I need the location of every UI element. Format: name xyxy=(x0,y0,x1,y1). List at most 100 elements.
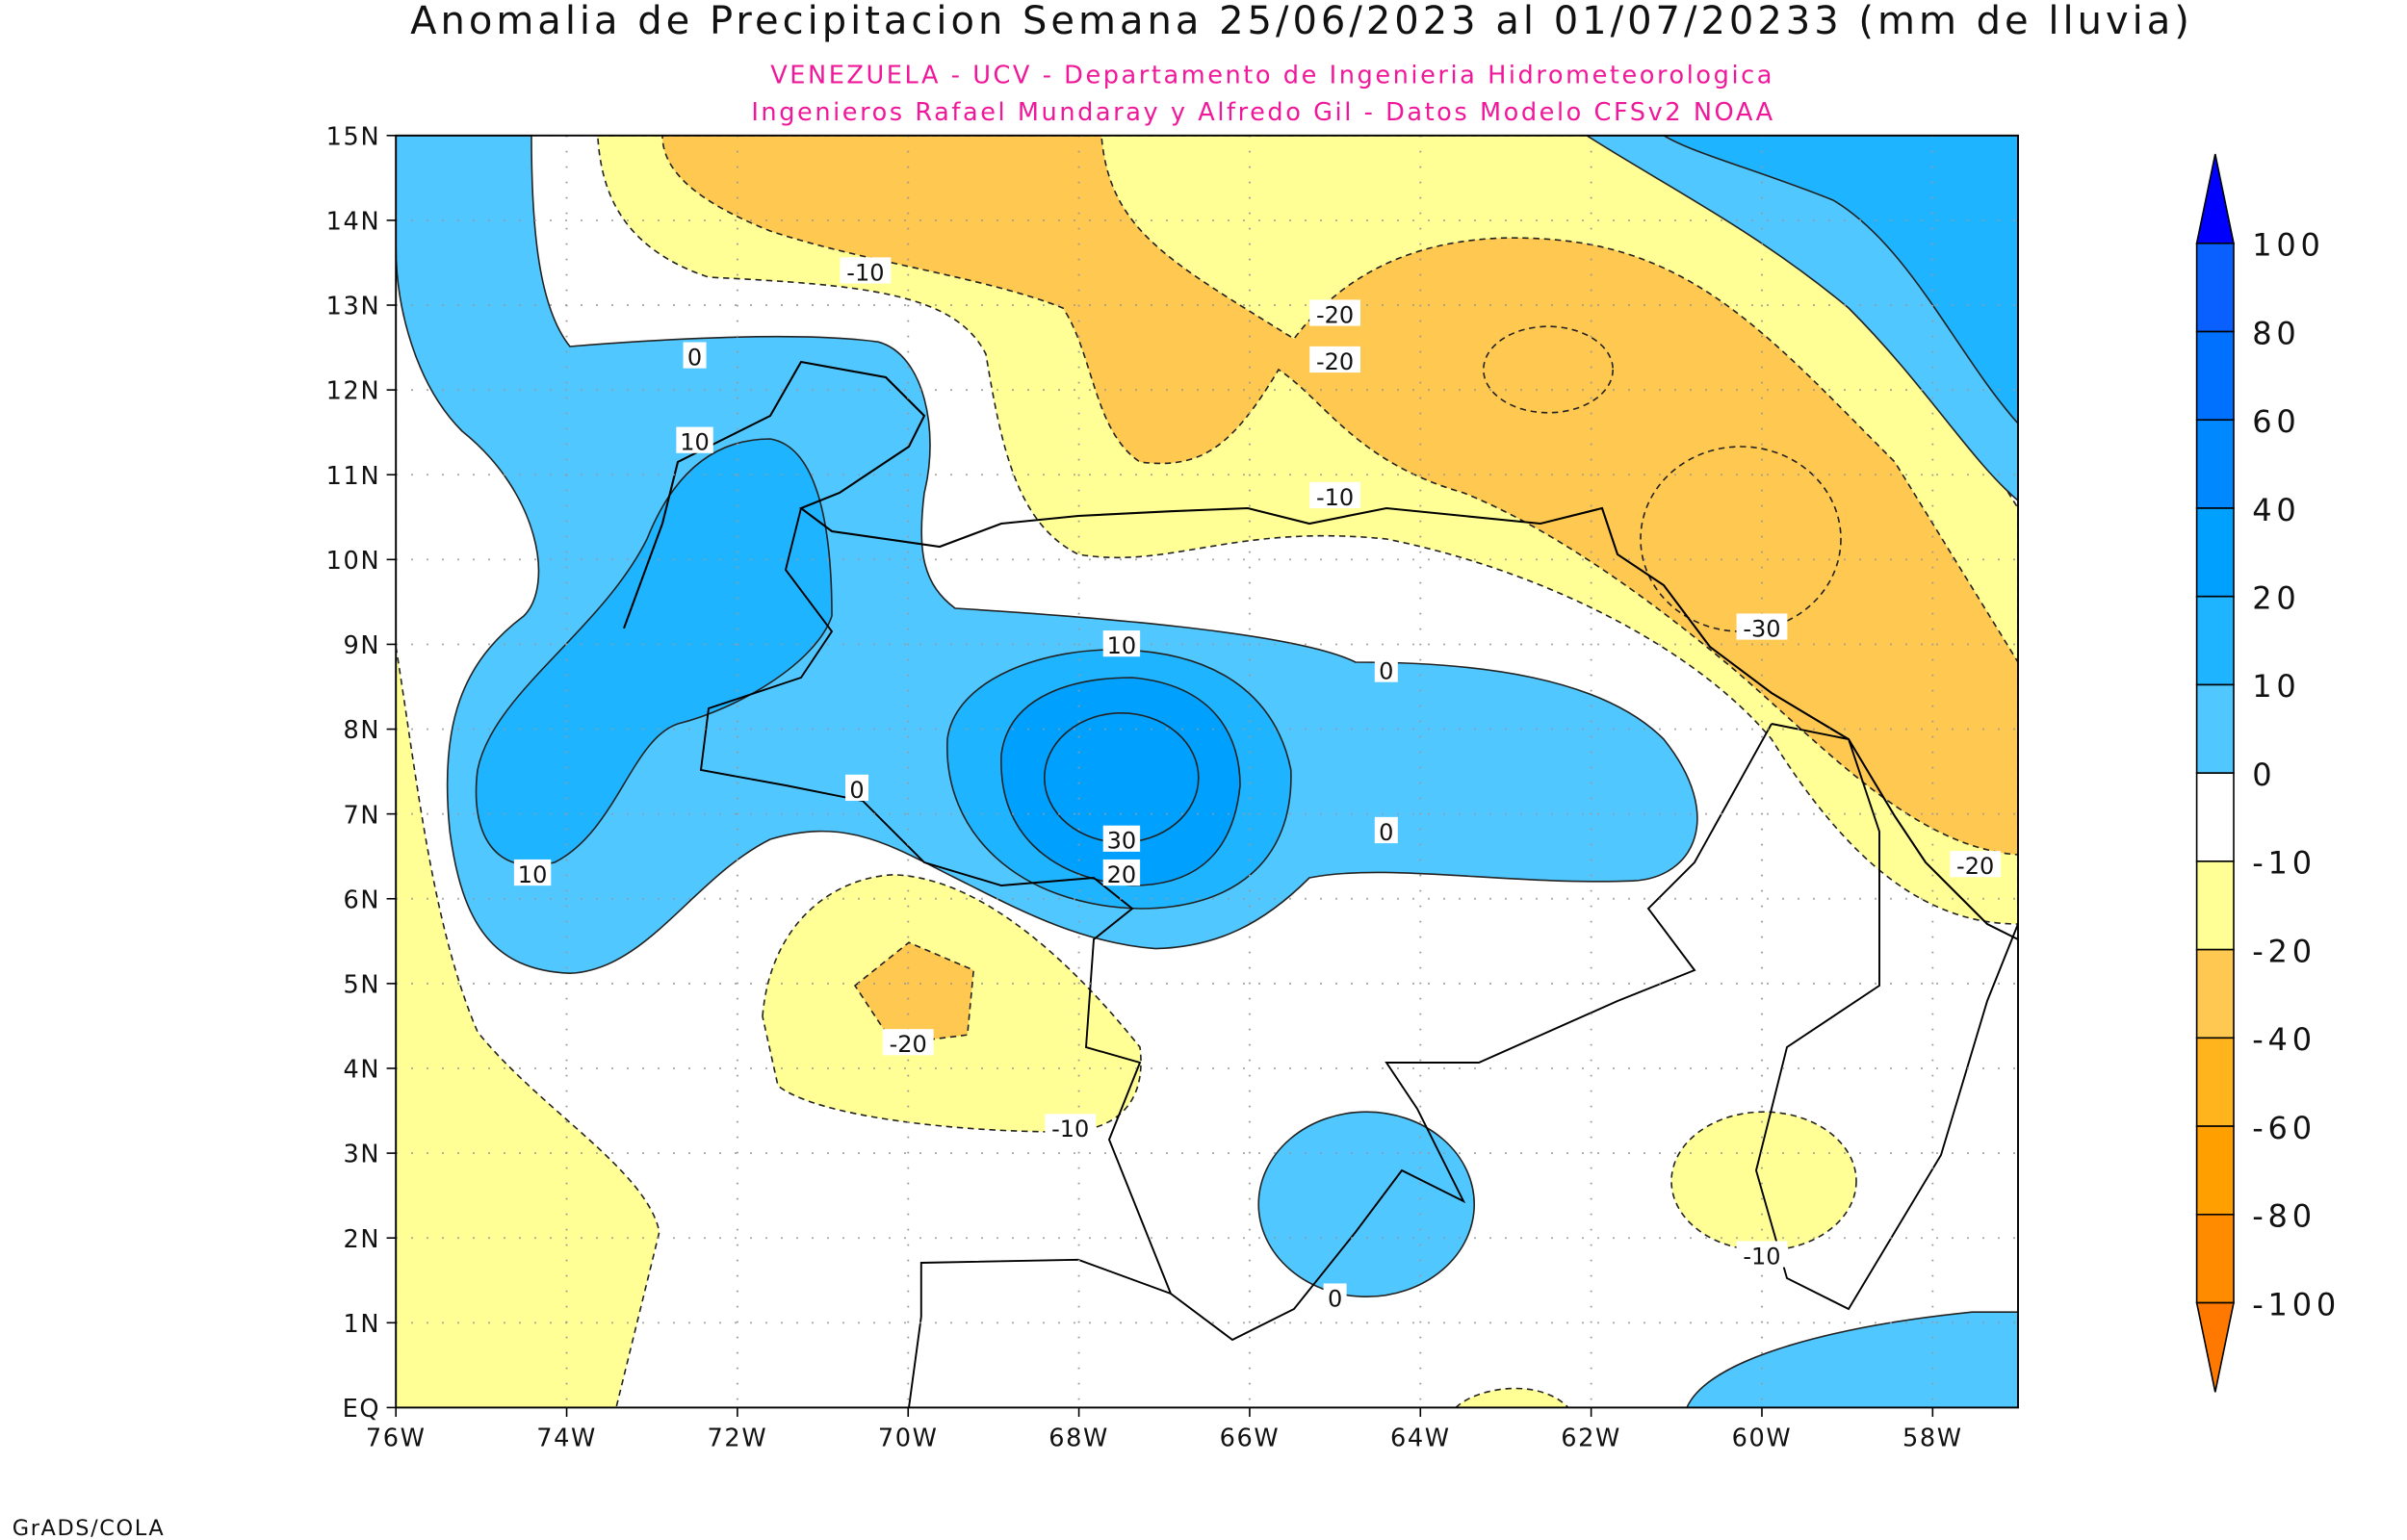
y-tick-label: 6N xyxy=(344,886,381,914)
colorbar-bin xyxy=(2195,1037,2235,1127)
contour-label-bg xyxy=(1102,859,1141,886)
contour-label: -10 xyxy=(1051,1116,1089,1142)
y-tick-label: 1N xyxy=(344,1310,381,1339)
x-tick-label: 68W xyxy=(1048,1424,1109,1452)
contour-label: 0 xyxy=(1328,1285,1342,1312)
contour-fill-0-southeast xyxy=(1686,1311,2018,1408)
y-tick-label: 15N xyxy=(326,122,381,151)
colorbar-under-arrow xyxy=(2195,1301,2235,1393)
contour-fill-10-west xyxy=(475,438,833,866)
colorbar-bin xyxy=(2195,243,2235,333)
colorbar-label: 0 xyxy=(2252,757,2276,793)
colorbar-label: 60 xyxy=(2252,403,2300,440)
contour-label: -20 xyxy=(1956,853,1994,880)
contour-label-bg xyxy=(676,426,713,453)
contour-label-bg xyxy=(1736,613,1788,640)
contour-label: -10 xyxy=(1316,484,1354,511)
colorbar-label: 100 xyxy=(2252,227,2324,264)
contour-label: -20 xyxy=(890,1031,927,1058)
colorbar-label: 10 xyxy=(2252,668,2300,705)
country-border xyxy=(699,507,1773,1342)
contour-fill-minus20-south xyxy=(853,941,975,1045)
contour-labels: -10 0 10 -20 -20 -10 -30 10 0 0 30 20 0 10 -20 -20 -10 -1… xyxy=(513,257,2002,1312)
contour-label-bg xyxy=(1102,630,1141,657)
country-border-south xyxy=(908,1258,1172,1408)
contour-label-bg xyxy=(1309,299,1361,326)
contour-label: -10 xyxy=(1743,1243,1780,1270)
contour-fill-10-northeast xyxy=(1662,135,2018,425)
footer-credit: GrADS/COLA xyxy=(13,1516,165,1540)
colorbar-label: -40 xyxy=(2252,1021,2316,1058)
x-tick-label: 72W xyxy=(708,1424,768,1452)
chart-subtitle-1: VENEZUELA - UCV - Departamento de Ingeni… xyxy=(770,61,1774,90)
plot-frame xyxy=(395,134,2019,1409)
x-tick-label: 76W xyxy=(366,1424,427,1452)
coastline xyxy=(623,360,2018,940)
y-tick-label: 10N xyxy=(326,547,381,576)
contour-label: 10 xyxy=(680,429,710,456)
colorbar-over-arrow xyxy=(2195,153,2235,244)
colorbar-bin xyxy=(2195,419,2235,509)
y-tick-label: EQ xyxy=(343,1395,381,1424)
contour-label: 0 xyxy=(1379,819,1393,846)
contour-label-bg xyxy=(840,257,892,284)
colorbar-label: 80 xyxy=(2252,315,2300,351)
contour-label-bg xyxy=(1045,1114,1097,1141)
y-tick-label: 2N xyxy=(344,1225,381,1254)
y-tick-label: 7N xyxy=(344,801,381,830)
contour-label: 0 xyxy=(849,777,864,804)
contour-label: -20 xyxy=(1316,301,1354,328)
contour-fill-20-center xyxy=(1000,677,1241,886)
y-tick-label: 9N xyxy=(344,631,381,660)
colorbar-bin xyxy=(2195,948,2235,1040)
contour-label-bg xyxy=(513,859,552,886)
contour-fill-minus10-southeast xyxy=(1670,1111,1857,1251)
colorbar-label: -20 xyxy=(2252,933,2316,969)
contour-label-bg xyxy=(683,342,707,369)
contour-label: 20 xyxy=(1107,861,1137,888)
contour-label-bg xyxy=(1374,655,1398,682)
contour-label-bg xyxy=(1309,481,1361,509)
y-tick-label: 11N xyxy=(326,462,381,491)
contour-fill-0-south xyxy=(1257,1111,1475,1297)
contour-label-bg xyxy=(1736,1241,1788,1268)
y-tick-label: 13N xyxy=(326,293,381,321)
contour-label: 0 xyxy=(1379,657,1393,684)
contour-label: 30 xyxy=(1107,828,1137,855)
colorbar-bin xyxy=(2195,860,2235,951)
y-tick-label: 5N xyxy=(344,970,381,999)
colorbar-bin xyxy=(2195,1214,2235,1304)
plot-area xyxy=(396,135,2018,1408)
contour-label-bg xyxy=(1309,346,1361,373)
country-border-east xyxy=(1755,723,2018,1311)
contour-label: -10 xyxy=(846,259,884,286)
chart-subtitle-2: Ingenieros Rafael Mundaray y Alfredo Gil… xyxy=(751,98,1774,127)
contour-fill-minus20-north xyxy=(661,135,2018,856)
contour-label-bg xyxy=(845,774,869,802)
x-tick-label: 70W xyxy=(878,1424,939,1452)
x-tick-label: 64W xyxy=(1390,1424,1451,1452)
contour-label: -20 xyxy=(1316,348,1354,375)
y-tick-label: 12N xyxy=(326,377,381,406)
contour-label: 10 xyxy=(518,861,548,888)
contour-fill-0-main xyxy=(396,135,1698,975)
contour-fill-minus10-west xyxy=(396,646,660,1408)
colorbar-label: 20 xyxy=(2252,580,2300,617)
x-tick-label: 74W xyxy=(536,1424,597,1452)
colorbar-label: -10 xyxy=(2252,845,2316,882)
x-tick-label: 62W xyxy=(1561,1424,1621,1452)
contour-label-bg xyxy=(1950,851,2002,878)
y-tick-label: 14N xyxy=(326,208,381,237)
colorbar-bin xyxy=(2195,595,2235,686)
contour-label-bg xyxy=(882,1029,934,1056)
x-tick-label: 66W xyxy=(1220,1424,1281,1452)
colorbar-bin xyxy=(2195,1125,2235,1216)
contour-label-bg xyxy=(1323,1283,1347,1310)
colorbar-label: -60 xyxy=(2252,1110,2316,1146)
chart-title: Anomalia de Precipitacion Semana 25/06/2… xyxy=(410,0,2193,43)
colorbar-label: -100 xyxy=(2252,1286,2341,1322)
contour-label: 0 xyxy=(687,344,702,371)
y-axis: EQ 1N 2N 3N 4N 5N 6N 7N 8N 9N 10N 11N 12N 13N 14N 15N xyxy=(326,122,397,1424)
